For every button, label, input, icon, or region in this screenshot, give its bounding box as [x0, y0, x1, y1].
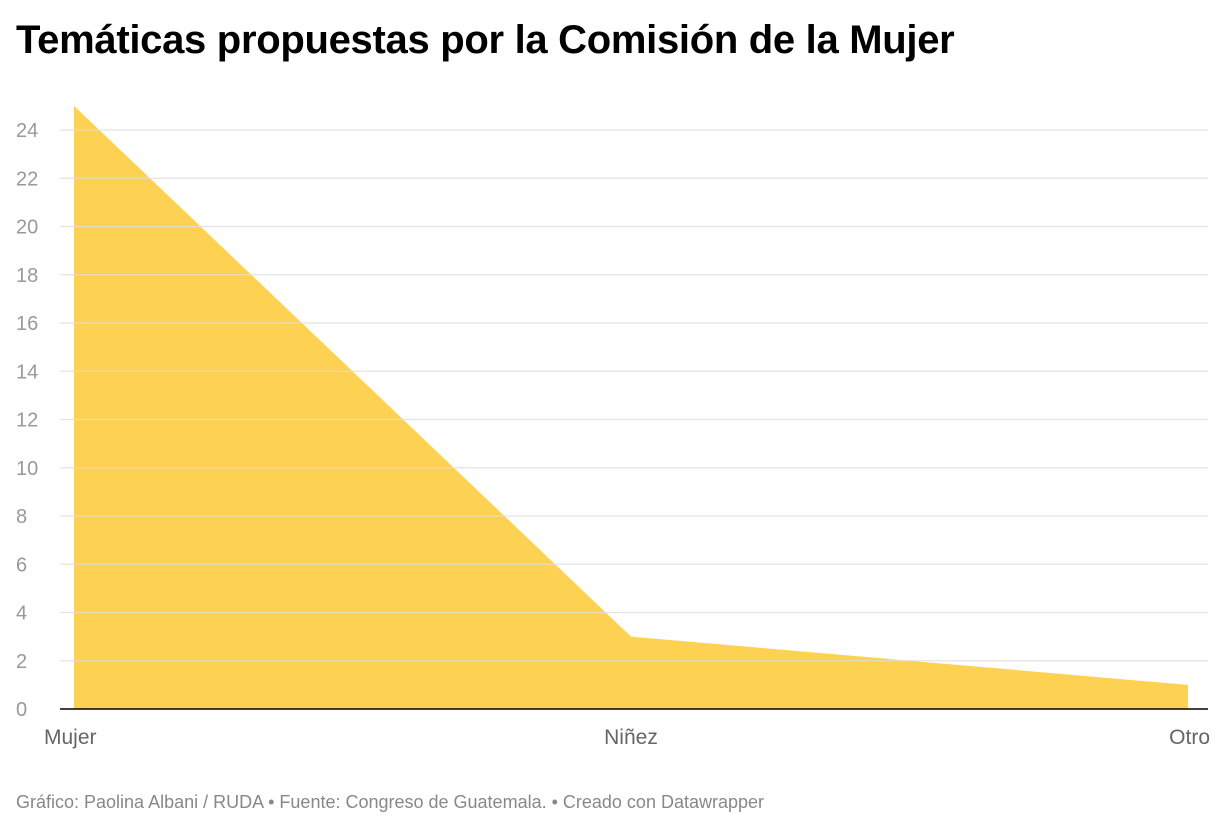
x-tick-label: Niñez — [604, 726, 658, 749]
y-tick-label: 16 — [16, 313, 38, 335]
y-tick-label: 4 — [16, 603, 27, 625]
y-tick-label: 6 — [16, 554, 27, 576]
y-tick-label: 10 — [16, 458, 38, 480]
x-tick-label: Otro — [1169, 726, 1210, 749]
y-tick-label: 12 — [16, 410, 38, 432]
y-tick-label: 20 — [16, 217, 38, 239]
y-tick-label: 8 — [16, 506, 27, 528]
y-tick-label: 14 — [16, 361, 38, 383]
y-tick-label: 24 — [16, 120, 38, 142]
x-tick-label: Mujer — [44, 726, 97, 749]
area-series — [74, 105, 1188, 709]
y-tick-label: 0 — [16, 699, 27, 721]
y-tick-label: 2 — [16, 651, 27, 673]
y-tick-label: 18 — [16, 265, 38, 287]
y-tick-label: 22 — [16, 168, 38, 190]
chart-title: Temáticas propuestas por la Comisión de … — [16, 18, 955, 62]
chart-footer: Gráfico: Paolina Albani / RUDA • Fuente:… — [16, 792, 765, 812]
